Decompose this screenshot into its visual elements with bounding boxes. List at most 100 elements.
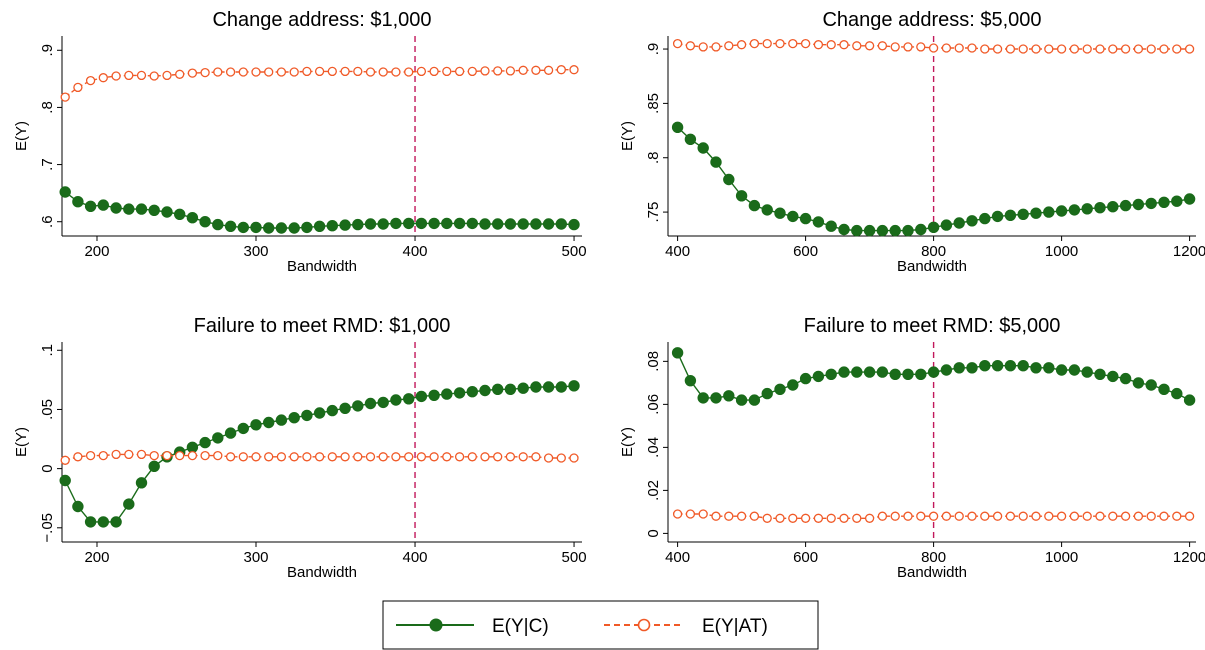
data-point — [480, 66, 490, 76]
data-point — [697, 392, 709, 404]
data-point — [927, 366, 940, 378]
data-point — [877, 41, 888, 51]
data-point — [429, 66, 439, 77]
data-point — [416, 66, 427, 77]
data-point — [954, 43, 964, 53]
data-point — [111, 71, 121, 81]
data-point — [876, 224, 889, 237]
data-point — [275, 222, 288, 234]
data-point — [542, 381, 555, 393]
x-tick-label: 400 — [665, 243, 690, 260]
data-point — [313, 407, 326, 419]
data-point — [569, 65, 579, 75]
data-point — [403, 393, 415, 405]
data-point — [162, 450, 172, 461]
data-point — [225, 67, 236, 77]
data-point — [225, 452, 236, 462]
data-point — [1107, 370, 1119, 383]
data-point — [454, 452, 465, 462]
data-point — [442, 66, 452, 77]
data-point — [186, 441, 199, 453]
x-axis-label: Bandwidth — [897, 258, 967, 275]
data-point — [504, 383, 517, 395]
data-point — [543, 453, 554, 463]
data-point — [404, 452, 414, 462]
data-point — [353, 66, 363, 77]
data-point — [72, 500, 84, 513]
data-point — [839, 40, 849, 50]
data-point — [237, 221, 250, 234]
data-point — [352, 218, 364, 231]
data-point — [175, 450, 185, 461]
data-point — [1183, 394, 1196, 406]
data-point — [813, 513, 824, 523]
data-point — [1184, 44, 1195, 54]
data-point — [454, 66, 465, 77]
legend-label-at: E(Y|AT) — [702, 616, 768, 637]
data-point — [723, 390, 735, 402]
data-point — [928, 511, 939, 521]
data-point — [84, 516, 97, 528]
data-point — [339, 219, 351, 231]
data-point — [364, 397, 377, 410]
data-point — [1107, 201, 1119, 213]
data-point — [124, 70, 134, 81]
data-point — [902, 368, 914, 380]
legend-label-c: E(Y|C) — [492, 616, 549, 637]
data-point — [710, 156, 722, 168]
data-point — [98, 73, 108, 83]
data-point — [672, 509, 683, 519]
data-point — [940, 364, 953, 376]
data-point — [966, 215, 978, 227]
y-tick-label: 0 — [39, 464, 56, 472]
data-point — [800, 38, 811, 49]
data-point — [313, 220, 326, 233]
data-point — [1004, 360, 1017, 372]
data-point — [1017, 360, 1029, 372]
data-point — [289, 67, 299, 77]
data-point — [85, 75, 96, 86]
data-point — [531, 65, 541, 75]
data-point — [697, 142, 709, 154]
data-point — [404, 67, 414, 77]
x-tick-label: 400 — [403, 243, 428, 260]
data-point — [788, 513, 798, 523]
panel-title: Failure to meet RMD: $1,000 — [194, 315, 451, 337]
x-tick-label: 500 — [562, 549, 587, 566]
x-tick-label: 200 — [84, 243, 109, 260]
data-point — [415, 217, 428, 230]
data-point — [953, 217, 965, 229]
data-point — [492, 383, 504, 395]
data-point — [1132, 377, 1145, 389]
data-point — [787, 210, 799, 223]
data-point — [1133, 511, 1144, 521]
data-point — [175, 69, 185, 79]
data-point — [671, 347, 684, 359]
legend-marker-at — [637, 618, 651, 632]
data-point — [302, 66, 312, 77]
data-point — [135, 477, 148, 489]
x-tick-label: 1200 — [1173, 243, 1205, 260]
y-tick-label: .6 — [39, 215, 56, 228]
data-point — [123, 203, 135, 215]
y-tick-label: .9 — [645, 43, 662, 56]
data-point — [517, 382, 529, 394]
data-point — [992, 511, 1003, 521]
data-point — [762, 513, 772, 523]
data-point — [518, 452, 528, 462]
data-point — [174, 208, 186, 221]
data-point — [441, 217, 453, 230]
data-point — [1095, 44, 1105, 54]
data-point — [479, 384, 491, 397]
data-point — [365, 452, 376, 462]
data-point — [748, 199, 761, 212]
data-point — [671, 121, 684, 134]
data-point — [288, 412, 300, 424]
data-point — [787, 379, 799, 391]
data-point — [851, 224, 863, 237]
chart-panel-1: Change address: $1,000 200 300 400 500 .6 .7 .8… — [13, 9, 587, 275]
data-point — [980, 511, 990, 521]
data-point — [97, 516, 110, 528]
data-point — [1120, 44, 1131, 54]
